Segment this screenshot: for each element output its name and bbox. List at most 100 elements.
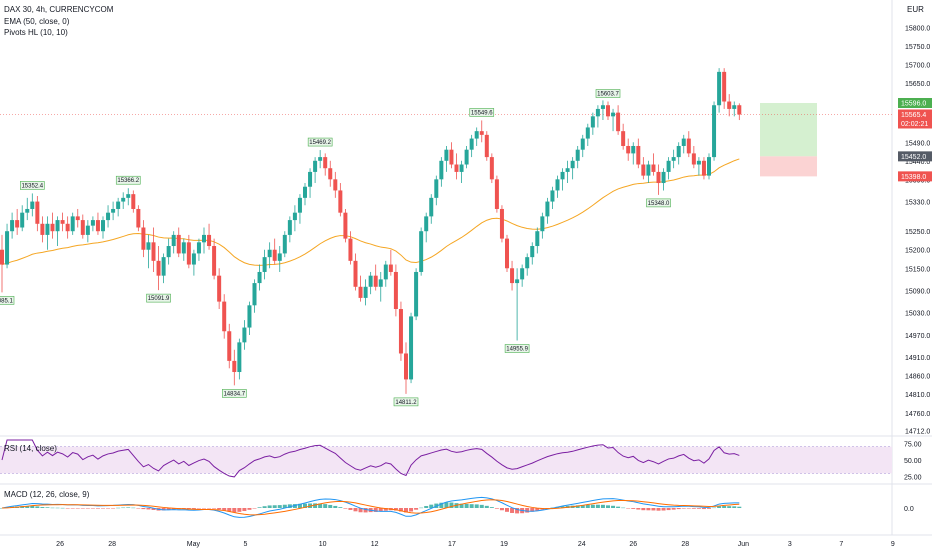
price-tick-label: 15200.0 (905, 248, 930, 255)
candle-body (85, 225, 90, 235)
candle-body (196, 242, 201, 254)
macd-hist-bar (469, 504, 474, 508)
macd-hist-bar (732, 506, 737, 508)
macd-hist-bar (646, 508, 651, 511)
macd-hist-bar (600, 504, 605, 508)
price-tick-label: 15750.0 (905, 44, 930, 51)
macd-hist-bar (484, 505, 489, 508)
candle-body (171, 234, 176, 247)
macd-hist-bar (75, 508, 80, 509)
candle-body (600, 105, 605, 109)
pivot-label: 15348.0 (648, 201, 670, 207)
ema-line (1, 158, 740, 266)
macd-hist-bar (449, 502, 454, 508)
ema-legend: EMA (50, close, 0) (4, 17, 70, 26)
candle-body (686, 138, 691, 154)
target-badge-bg (898, 98, 932, 108)
macd-hist-bar (701, 508, 706, 510)
candle-body (318, 157, 323, 161)
macd-hist-bar (35, 506, 40, 508)
candle-body (368, 275, 373, 287)
candle-body (676, 145, 681, 158)
macd-hist-bar (141, 508, 146, 510)
macd-hist-bar (510, 508, 515, 513)
macd-hist-bar (282, 504, 287, 508)
candle-body (404, 353, 408, 380)
candle-body (510, 268, 515, 284)
pivot-label: 15469.2 (309, 140, 331, 146)
candle-body (494, 179, 499, 209)
macd-hist-bar (494, 508, 499, 509)
candle-body (419, 231, 424, 272)
macd-hist-bar (712, 507, 717, 509)
candle-body (151, 242, 156, 261)
candle-body (424, 216, 429, 232)
candle-body (141, 227, 146, 250)
candle-body (333, 179, 338, 191)
candle-body (383, 264, 388, 280)
candle-body (585, 127, 590, 139)
candle-body (626, 145, 631, 154)
macd-hist-bar (515, 508, 520, 514)
candle-body (186, 242, 191, 265)
candle-body (449, 149, 454, 165)
candle-body (45, 223, 50, 235)
price-tick-label: 15150.0 (905, 266, 930, 273)
currency-label: EUR (907, 5, 924, 14)
candle-body (277, 253, 282, 261)
candle-body (474, 131, 479, 139)
macd-hist-bar (363, 508, 368, 513)
macd-hist-bar (489, 507, 494, 508)
time-tick-label: 19 (500, 541, 508, 548)
last-price-badge-countdown: 02:02:21 (901, 121, 928, 128)
candle-body (671, 157, 676, 161)
candle-body (378, 279, 383, 287)
candle-body (444, 149, 449, 161)
candle-body (10, 220, 15, 232)
pivot-box (646, 198, 671, 208)
stop-badge: 15398.0 (901, 174, 926, 181)
price-tick-label: 15490.0 (905, 140, 930, 147)
macd-hist-bar (676, 508, 681, 510)
candle-body (358, 286, 363, 298)
candle-body (737, 105, 742, 115)
macd-hist-bar (0, 508, 4, 509)
macd-hist-bar (126, 507, 131, 508)
time-tick-label: Jun (738, 541, 749, 548)
candle-body (20, 212, 25, 228)
macd-hist-bar (95, 508, 100, 509)
candle-body (30, 201, 35, 209)
macd-hist-bar (328, 504, 333, 508)
macd-hist-bar (212, 508, 217, 509)
time-tick-label: 26 (629, 541, 637, 548)
candle-body (388, 264, 393, 272)
macd-tick-label: 0.0 (904, 506, 914, 513)
macd-hist-bar (247, 508, 252, 510)
macd-hist-bar (116, 507, 121, 509)
macd-hist-bar (131, 507, 136, 509)
candle-body (611, 112, 616, 117)
macd-hist-bar (30, 505, 35, 508)
macd-hist-bar (217, 508, 222, 510)
target-badge: 15596.0 (901, 101, 926, 108)
macd-hist-bar (353, 508, 358, 512)
price-tick-label: 14810.0 (905, 392, 930, 399)
macd-hist-bar (202, 508, 206, 509)
macd-hist-bar (101, 508, 105, 509)
pivot-box (504, 344, 530, 353)
candle-body (146, 242, 151, 250)
macd-hist-bar (651, 508, 656, 511)
time-tick-label: 28 (108, 541, 116, 548)
candle-body (50, 223, 55, 232)
macd-hist-bar (207, 508, 212, 509)
candle-body (641, 164, 646, 176)
candle-body (106, 212, 111, 221)
target-zone (760, 103, 817, 157)
candle-body (545, 201, 550, 217)
macd-hist-bar (358, 508, 363, 513)
macd-hist-bar (727, 506, 732, 508)
macd-hist-bar (323, 504, 328, 508)
macd-hist-bar (464, 503, 469, 508)
entry-badge: 15452.0 (901, 154, 926, 161)
